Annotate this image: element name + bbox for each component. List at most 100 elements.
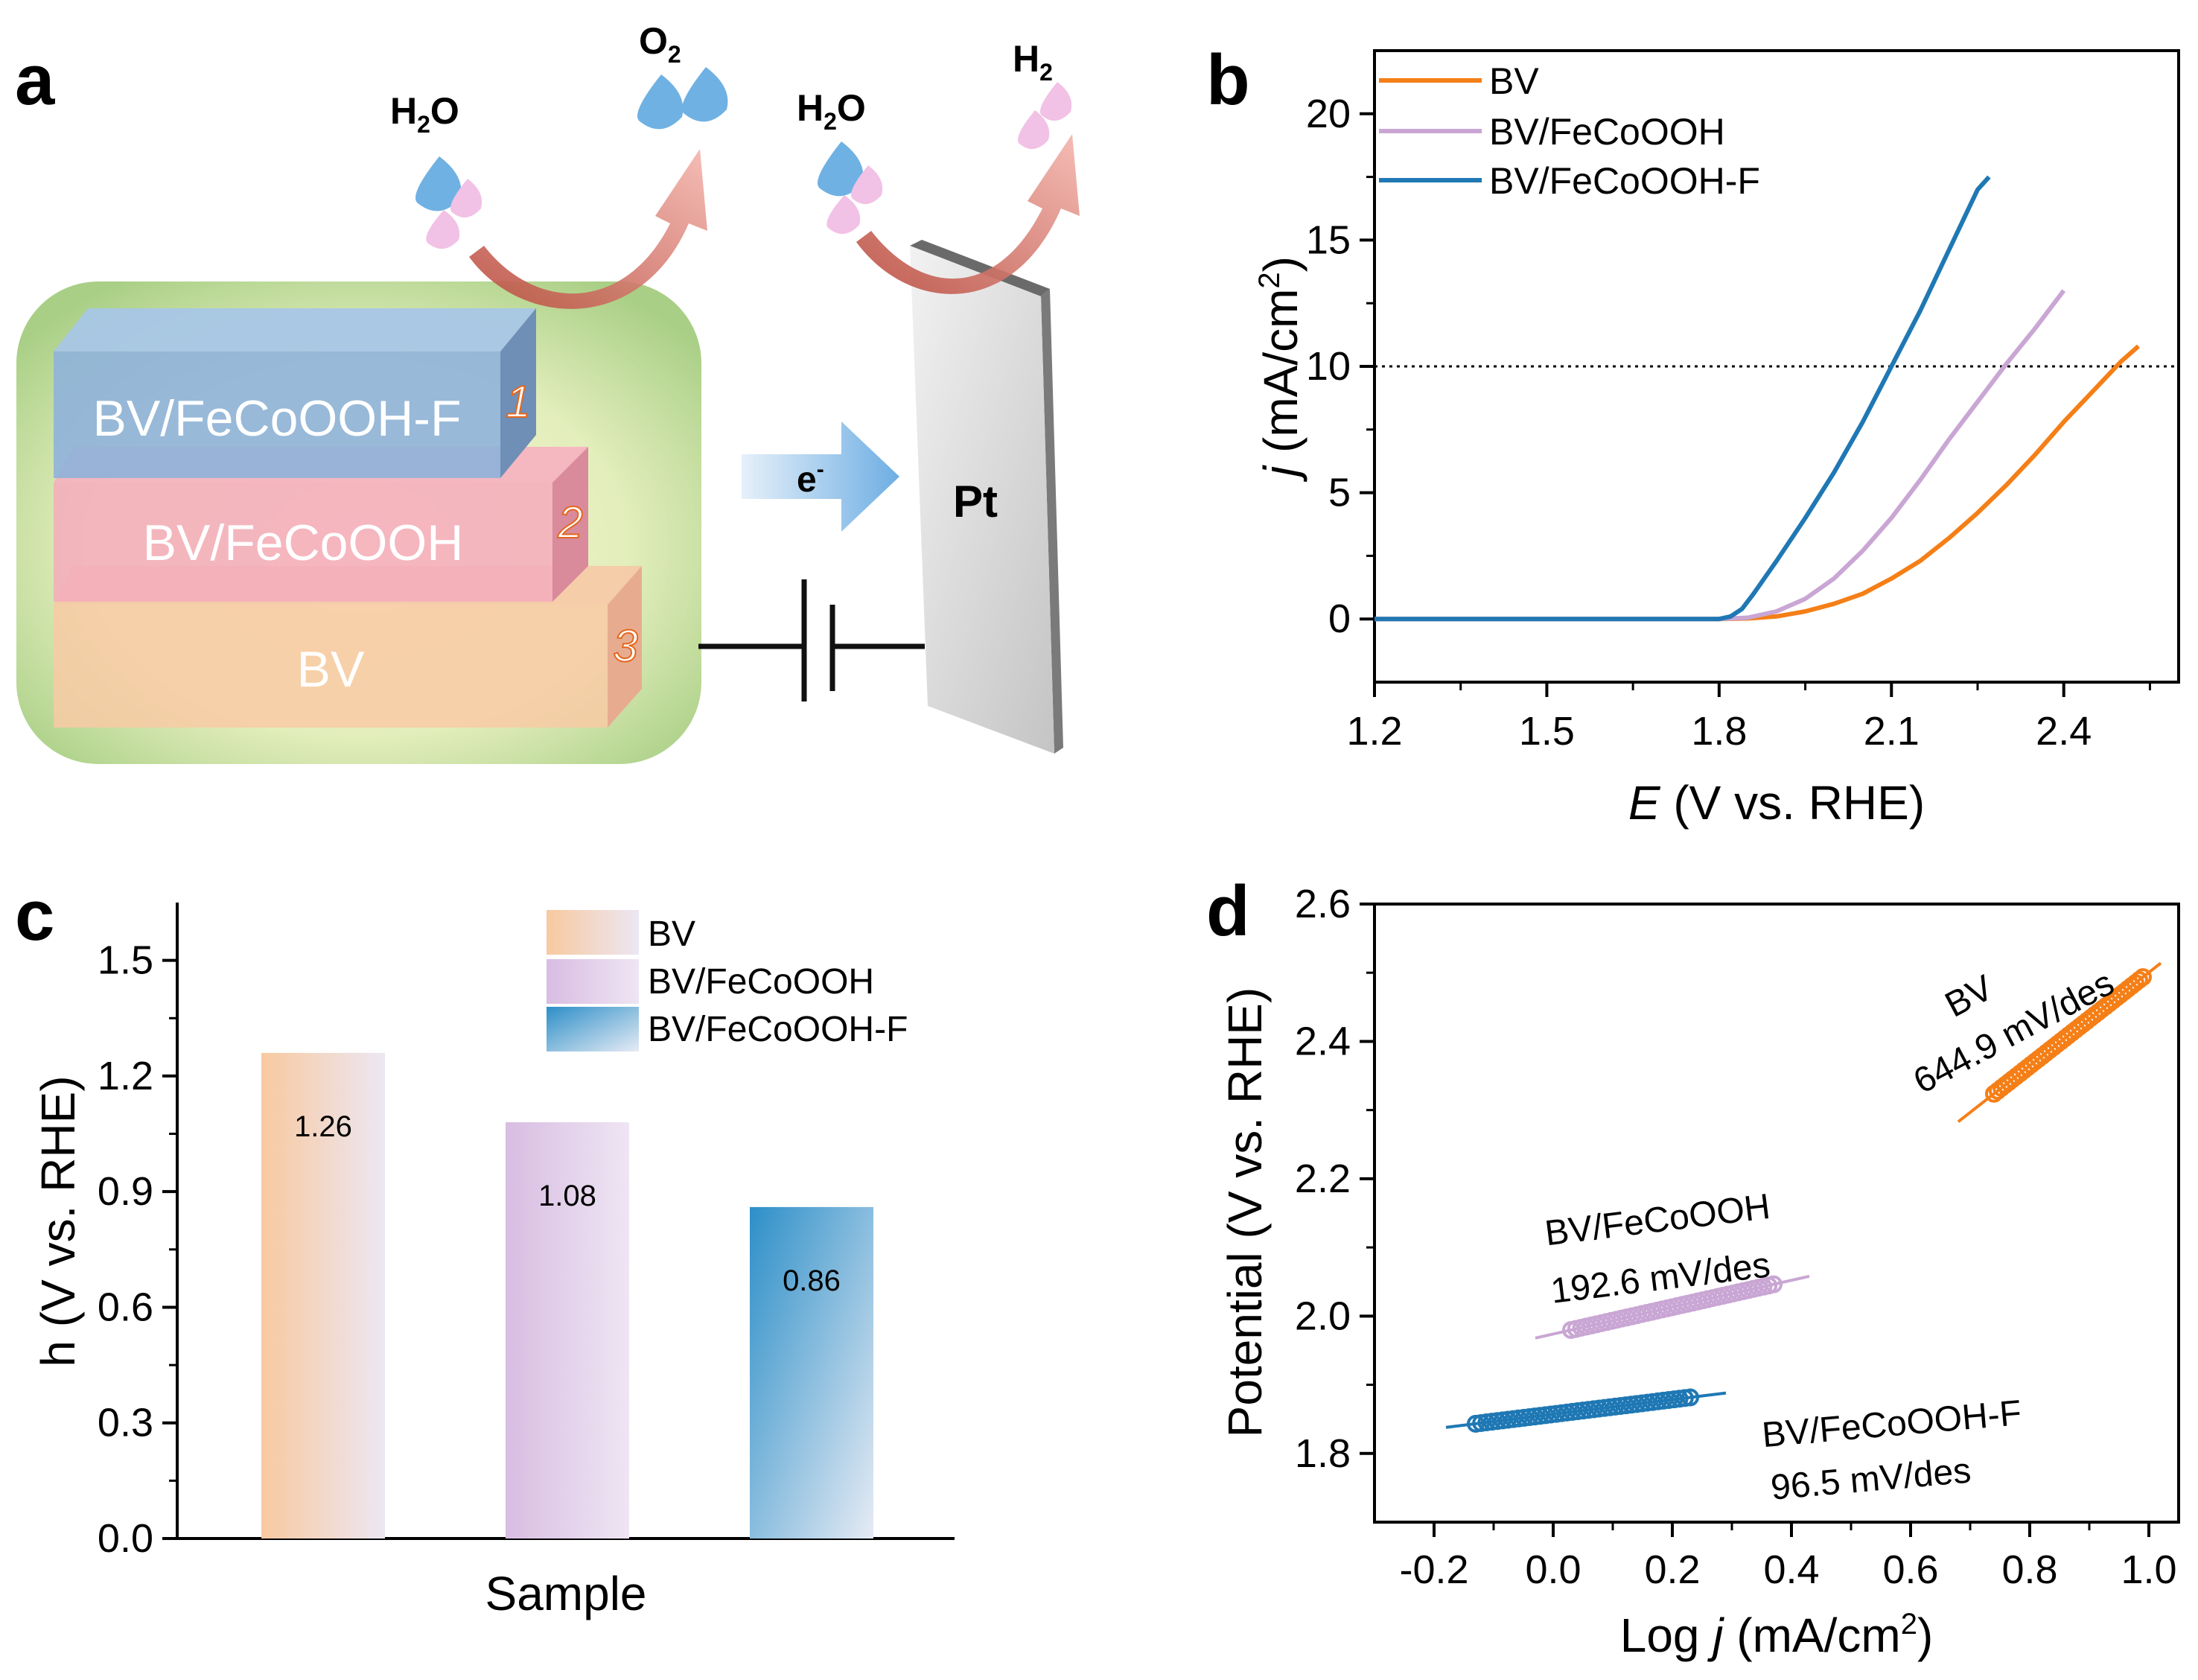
annotation-bv-name: BV bbox=[1939, 968, 1999, 1025]
annotation-fecoooh-name: BV/FeCoOOH bbox=[1543, 1187, 1772, 1254]
annotation-bv-slope: 644.9 mV/des bbox=[1908, 963, 2121, 1101]
data-point-1 bbox=[1765, 1275, 1783, 1294]
x-tick-label-d: -0.2 bbox=[1399, 1547, 1468, 1592]
y-tick-label-c: 1.2 bbox=[98, 1054, 153, 1098]
axis-ticks-c: 0.0 0.3 0.6 0.9 1.2 1.5 bbox=[98, 938, 177, 1561]
y-tick-label-b: 10 bbox=[1306, 344, 1351, 389]
panel-label-b: b bbox=[1206, 40, 1250, 120]
bar-2 bbox=[750, 1206, 873, 1539]
y-tick-label-d: 2.2 bbox=[1295, 1156, 1351, 1201]
bars-group-c: 1.26 1.08 0.86 bbox=[261, 1052, 873, 1539]
legend-c: BV BV/FeCoOOH BV/FeCoOOH-F bbox=[547, 910, 908, 1051]
y-tick-label-d: 2.6 bbox=[1295, 882, 1351, 926]
x-tick-label-d: 0.6 bbox=[1882, 1547, 1938, 1592]
panel-c-bar-chart: c 0.0 0.3 0.6 0.9 1.2 1.5 1.26 1.08 0.86 BV BV/… bbox=[15, 876, 955, 1620]
layer-bv-number: 3 bbox=[613, 621, 637, 671]
y-tick-label-d: 1.8 bbox=[1295, 1431, 1351, 1476]
panel-label-d: d bbox=[1206, 871, 1250, 951]
axis-ticks-d: -0.2 0.0 0.2 0.4 0.6 0.8 1.0 1.8 2.0 2.2 2.4 2.6 bbox=[1295, 882, 2177, 1592]
legend-b: BV BV/FeCoOOH BV/FeCoOOH-F bbox=[1379, 60, 1760, 202]
svg-text:e-: e- bbox=[797, 457, 824, 500]
svg-text:H2O: H2O bbox=[797, 87, 866, 135]
anode-oxygen-product: O2 bbox=[637, 20, 728, 130]
y-tick-label-c: 0.0 bbox=[98, 1516, 153, 1561]
series-group-d bbox=[1445, 961, 2162, 1433]
y-axis-label-d: Potential (V vs. RHE) bbox=[1218, 987, 1272, 1438]
svg-text:H2O: H2O bbox=[390, 90, 459, 138]
layer-fecoooh-f-label: BV/FeCoOOH-F bbox=[93, 390, 462, 447]
series-line-b-0 bbox=[1374, 344, 2140, 622]
y-axis-label-b: j (mA/cm2) bbox=[1253, 256, 1307, 483]
bar-value-label-2: 0.86 bbox=[783, 1264, 841, 1297]
cathode-hydrogen-product: H2 bbox=[1013, 38, 1072, 150]
layer-fecoooh-number: 2 bbox=[557, 497, 582, 547]
legend-swatch-c-fecoooh-f bbox=[547, 1007, 639, 1051]
y-tick-label-b: 5 bbox=[1328, 471, 1351, 515]
bar-0 bbox=[261, 1052, 385, 1539]
x-tick-label-d: 1.0 bbox=[2121, 1547, 2176, 1592]
x-axis-label-d: Log j (mA/cm2) bbox=[1620, 1608, 1934, 1662]
x-tick-label-b: 1.5 bbox=[1519, 709, 1575, 754]
data-point-0 bbox=[2130, 971, 2148, 990]
cathode-water-molecule: H2O bbox=[797, 87, 883, 235]
layer-fecoooh-label: BV/FeCoOOH bbox=[143, 515, 464, 571]
plot-frame-d bbox=[1373, 903, 2180, 1524]
y-tick-label-c: 0.6 bbox=[98, 1285, 153, 1329]
annotation-fecoooh-f-slope: 96.5 mV/des bbox=[1769, 1451, 1972, 1507]
x-tick-label-b: 1.8 bbox=[1691, 709, 1747, 754]
y-tick-label-d: 2.0 bbox=[1295, 1294, 1351, 1338]
x-tick-label-b: 2.4 bbox=[2036, 709, 2092, 754]
y-tick-label-d: 2.4 bbox=[1295, 1019, 1351, 1063]
legend-label-c-bv: BV bbox=[648, 914, 695, 954]
bar-1 bbox=[506, 1122, 629, 1539]
x-tick-label-d: 0.4 bbox=[1763, 1547, 1819, 1592]
svg-text:O2: O2 bbox=[639, 20, 681, 68]
water-droplet-icon bbox=[415, 156, 462, 211]
panel-a-schematic: a BV 3 BV/FeCoOOH 2 BV/FeCoOOH-F 1 bbox=[15, 20, 1080, 764]
y-axis-label-c: h (V vs. RHE) bbox=[31, 1075, 85, 1366]
series-line-b-1 bbox=[1374, 289, 2066, 622]
legend-label-fecoooh: BV/FeCoOOH bbox=[1489, 111, 1725, 153]
panel-label-a: a bbox=[15, 40, 55, 120]
series-group-b bbox=[1374, 175, 2140, 622]
legend-label-bv: BV bbox=[1489, 60, 1539, 102]
svg-text:H2: H2 bbox=[1013, 38, 1053, 86]
pt-label: Pt bbox=[953, 477, 998, 526]
legend-swatch-c-fecoooh bbox=[547, 959, 639, 1004]
data-point-2 bbox=[1681, 1388, 1699, 1407]
bar-value-label-0: 1.26 bbox=[294, 1110, 352, 1143]
legend-swatch-c-bv bbox=[547, 910, 639, 955]
bar-value-label-1: 1.08 bbox=[538, 1180, 596, 1212]
x-axis-label-b: E (V vs. RHE) bbox=[1628, 776, 1925, 830]
anode-reaction-arrow-icon bbox=[469, 149, 707, 309]
layer-fecoooh-f: BV/FeCoOOH-F 1 bbox=[54, 308, 536, 478]
x-axis-label-c: Sample bbox=[485, 1567, 647, 1620]
annotations-d: BV 644.9 mV/des BV/FeCoOOH 192.6 mV/des … bbox=[1543, 963, 2121, 1507]
y-tick-label-b: 0 bbox=[1328, 596, 1351, 641]
anode-water-molecule: H2O bbox=[390, 90, 482, 249]
x-tick-label-d: 0.8 bbox=[2001, 1547, 2057, 1592]
pt-electrode: Pt bbox=[910, 240, 1063, 754]
data-point-0 bbox=[2134, 968, 2152, 987]
x-tick-label-b: 2.1 bbox=[1864, 709, 1920, 754]
layer-bv-label: BV bbox=[297, 641, 365, 698]
fit-line-1 bbox=[1535, 1274, 1810, 1340]
x-tick-label-d: 0.2 bbox=[1644, 1547, 1700, 1592]
series-line-b-2 bbox=[1374, 175, 1991, 622]
y-tick-label-b: 15 bbox=[1306, 217, 1351, 262]
y-tick-label-b: 20 bbox=[1306, 92, 1351, 136]
x-tick-label-d: 0.0 bbox=[1525, 1547, 1581, 1592]
electron-flow-arrow: e- bbox=[742, 421, 899, 532]
legend-label-c-fecoooh: BV/FeCoOOH bbox=[648, 962, 874, 1002]
electron-arrow-icon bbox=[742, 421, 899, 532]
oxygen-droplet-icon bbox=[637, 74, 684, 130]
axis-ticks-b: 1.2 1.5 1.8 2.1 2.4 0 5 10 15 20 bbox=[1306, 92, 2151, 754]
cathode-reaction-arrow-icon bbox=[856, 134, 1080, 294]
panel-d-tafel-chart: d -0.2 0.0 0.2 0.4 0.6 0.8 1.01.82.02.22.42.6 … bbox=[1206, 871, 2180, 1662]
layer-fecoooh-f-number: 1 bbox=[506, 377, 530, 427]
panel-label-c: c bbox=[15, 876, 54, 955]
panel-b-lsv-chart: b 1.2 1.5 1.8 2.1 2.4 0 5 10 15 20 BV BV/FeCoOOH … bbox=[1206, 40, 2180, 830]
y-tick-label-c: 0.3 bbox=[98, 1401, 153, 1445]
external-circuit bbox=[698, 579, 925, 701]
